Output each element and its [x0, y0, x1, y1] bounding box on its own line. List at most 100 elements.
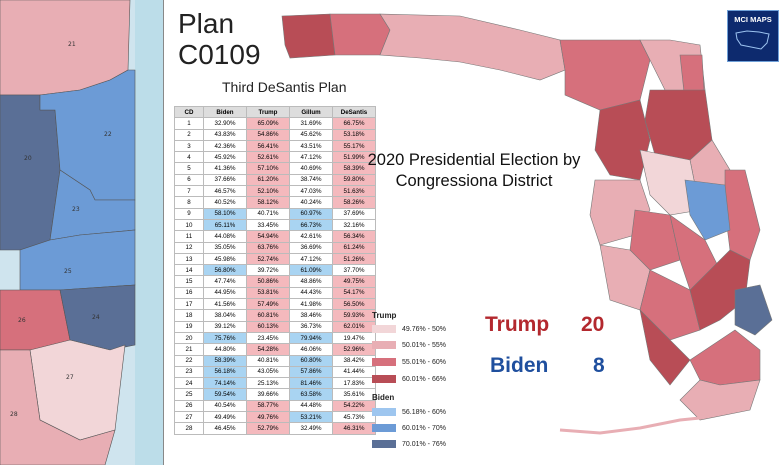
table-row: 8 40.52% 58.12% 40.24% 58.26% [174, 196, 376, 209]
table-row: 11 44.08% 54.94% 42.61% 56.34% [174, 230, 376, 243]
percent-cell: 54.94% [246, 230, 290, 243]
table-row: 6 37.66% 61.20% 38.74% 59.80% [174, 173, 376, 187]
legend-swatch [372, 341, 396, 349]
district-10 [684, 179, 731, 241]
percent-cell: 44.08% [203, 230, 247, 243]
percent-cell: 38.74% [289, 173, 333, 187]
legend-biden-title: Biden [372, 393, 395, 402]
percent-cell: 60.13% [246, 320, 290, 333]
district-12 [594, 99, 651, 181]
percent-cell: 66.75% [332, 117, 376, 130]
table-row: 24 74.14% 25.13% 81.46% 17.83% [174, 377, 376, 390]
percent-cell: 63.58% [289, 388, 333, 401]
table-row: 12 35.05% 63.76% 36.69% 61.24% [174, 241, 376, 254]
percent-cell: 59.54% [203, 388, 247, 401]
percent-cell: 57.49% [246, 298, 290, 311]
percent-cell: 38.42% [332, 354, 376, 367]
table-row: 10 65.11% 33.45% 66.73% 32.16% [174, 218, 376, 232]
percent-cell: 35.61% [332, 388, 376, 401]
legend-trump-item: 50.01% - 55% [372, 341, 446, 349]
table-row: 7 46.57% 52.10% 47.03% 51.63% [174, 185, 376, 198]
percent-cell: 47.74% [203, 275, 247, 288]
cd-cell: 21 [174, 343, 204, 356]
cd-cell: 26 [174, 399, 204, 413]
district-19 [639, 309, 691, 386]
percent-cell: 39.66% [246, 388, 290, 401]
percent-cell: 44.80% [203, 343, 247, 356]
percent-cell: 32.49% [289, 422, 333, 435]
percent-cell: 44.95% [203, 286, 247, 300]
percent-cell: 74.14% [203, 377, 247, 390]
legend-trump-item: 55.01% - 60% [372, 358, 446, 366]
percent-cell: 56.80% [203, 264, 247, 277]
percent-cell: 56.41% [246, 139, 290, 153]
map-title: 2020 Presidential Election by Congressio… [367, 151, 581, 190]
inset-label-24: 24 [92, 314, 100, 321]
inset-label-27: 27 [66, 374, 74, 381]
table-row: 15 47.74% 50.86% 48.86% 49.75% [174, 275, 376, 288]
legend-label: 55.01% - 60% [402, 358, 446, 366]
cd-cell: 15 [174, 275, 204, 288]
header-trump: Trump [246, 105, 290, 119]
legend-label: 49.76% - 50% [402, 325, 446, 333]
percent-cell: 54.17% [332, 286, 376, 300]
percent-cell: 45.98% [203, 252, 247, 266]
percent-cell: 46.31% [332, 422, 376, 435]
percent-cell: 49.76% [246, 411, 290, 424]
legend-biden-item: 56.18% - 60% [372, 408, 446, 416]
cd-cell: 13 [174, 252, 204, 266]
district-2b [379, 13, 566, 81]
percent-cell: 61.24% [332, 241, 376, 254]
percent-cell: 54.86% [246, 128, 290, 141]
table-row: 2 43.83% 54.86% 45.62% 53.18% [174, 128, 376, 141]
percent-cell: 40.54% [203, 399, 247, 413]
inset-label-23: 23 [72, 206, 80, 213]
percent-cell: 41.36% [203, 162, 247, 175]
legend-label: 60.01% - 66% [402, 375, 446, 383]
percent-cell: 81.46% [289, 377, 333, 390]
percent-cell: 58.26% [332, 196, 376, 209]
percent-cell: 45.92% [203, 151, 247, 164]
district-8 [724, 169, 761, 261]
legend-swatch [372, 325, 396, 333]
cd-cell: 20 [174, 331, 204, 345]
percent-cell: 36.69% [289, 241, 333, 254]
district-17 [639, 269, 701, 341]
percent-cell: 58.12% [246, 196, 290, 209]
percent-cell: 41.44% [332, 365, 376, 379]
percent-cell: 46.57% [203, 185, 247, 198]
cd-cell: 24 [174, 377, 204, 390]
cd-cell: 16 [174, 286, 204, 300]
cd-cell: 3 [174, 139, 204, 153]
percent-cell: 37.66% [203, 173, 247, 187]
table-row: 26 40.54% 58.77% 44.48% 54.22% [174, 399, 376, 413]
percent-cell: 50.86% [246, 275, 290, 288]
cd-cell: 14 [174, 264, 204, 277]
percent-cell: 61.20% [246, 173, 290, 187]
cd-cell: 2 [174, 128, 204, 141]
cd-cell: 12 [174, 241, 204, 254]
percent-cell: 58.77% [246, 399, 290, 413]
percent-cell: 52.74% [246, 252, 290, 266]
inset-label-20: 20 [24, 155, 32, 162]
percent-cell: 66.73% [289, 218, 333, 232]
trump-tally-count: 20 [581, 313, 605, 336]
percent-cell: 61.09% [289, 264, 333, 277]
legend-label: 56.18% - 60% [402, 408, 446, 416]
percent-cell: 60.81% [246, 309, 290, 322]
percent-cell: 58.10% [203, 207, 247, 220]
percent-cell: 52.61% [246, 151, 290, 164]
percent-cell: 54.22% [332, 399, 376, 413]
percent-cell: 46.06% [289, 343, 333, 356]
percent-cell: 56.18% [203, 365, 247, 379]
percent-cell: 57.86% [289, 365, 333, 379]
table-row: 19 39.12% 60.13% 36.73% 62.01% [174, 320, 376, 333]
percent-cell: 60.80% [289, 354, 333, 367]
percent-cell: 25.13% [246, 377, 290, 390]
table-row: 13 45.98% 52.74% 47.12% 51.26% [174, 252, 376, 266]
percent-cell: 40.24% [289, 196, 333, 209]
percent-cell: 41.98% [289, 298, 333, 311]
district-11 [639, 149, 701, 216]
percent-cell: 53.18% [332, 128, 376, 141]
percent-cell: 62.01% [332, 320, 376, 333]
